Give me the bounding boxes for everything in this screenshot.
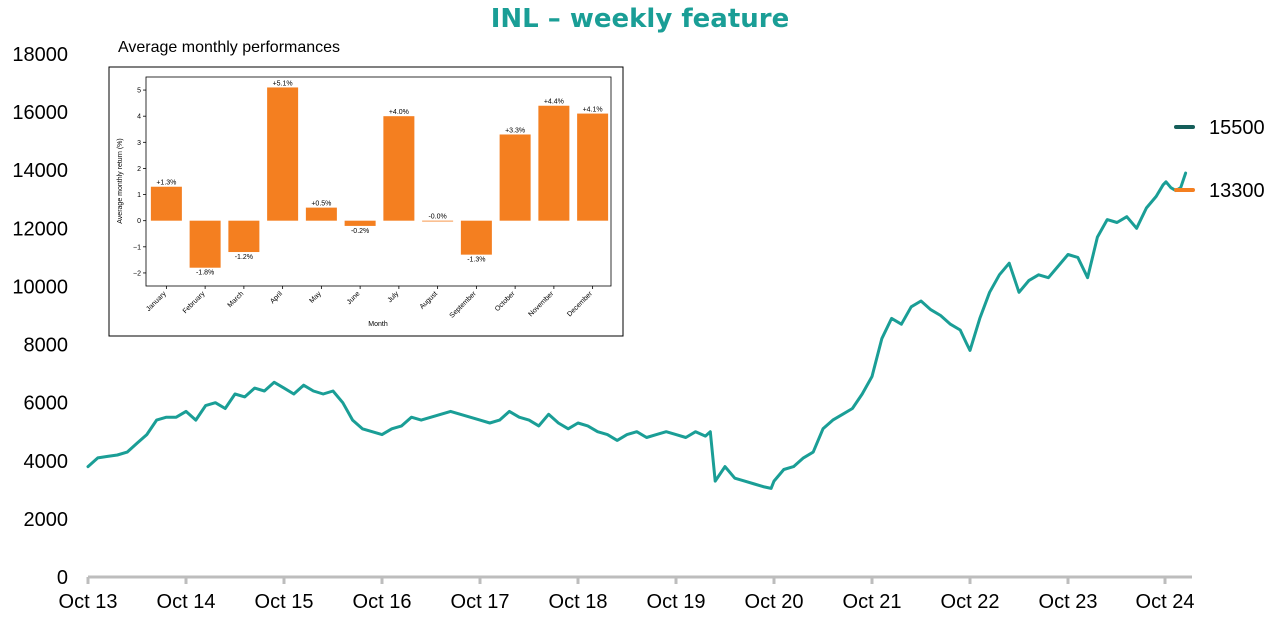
inset-bar-label: -1.8% <box>196 270 214 277</box>
price-line <box>86 171 1188 490</box>
inset-y-axis-label: Average monthly return (%) <box>117 138 124 223</box>
inset-bar <box>305 207 337 221</box>
inset-bar <box>267 87 299 221</box>
x-tick-label: Oct 22 <box>941 591 1000 613</box>
x-tick-label: Oct 17 <box>451 591 510 613</box>
inset-y-tick-label: 4 <box>137 114 141 121</box>
y-tick-label: 12000 <box>12 218 68 240</box>
x-tick-label: Oct 16 <box>353 591 412 613</box>
y-tick-label: 14000 <box>12 160 68 182</box>
inset-title: Average monthly performances <box>118 39 340 56</box>
inset-y-tick-label: 5 <box>137 88 141 95</box>
inset-bar-label: +4.1% <box>583 107 603 114</box>
inset-bar <box>228 220 260 253</box>
inset-bar <box>577 113 609 221</box>
chart-title: INL – weekly feature <box>491 4 789 34</box>
inset-chart: Average monthly performances −2−1012345 … <box>108 39 624 337</box>
inset-frame <box>108 66 624 337</box>
inset-y-tick-label: 3 <box>137 140 141 147</box>
inset-y-tick-label: 2 <box>137 166 141 173</box>
x-tick-label: Oct 19 <box>647 591 706 613</box>
inset-bar <box>422 220 454 222</box>
inset-bar-label: +4.0% <box>389 109 409 116</box>
inset-bar <box>383 116 415 221</box>
y-tick-label: 18000 <box>12 44 68 66</box>
line-series <box>86 171 1188 490</box>
inset-bar-label: +5.1% <box>273 80 293 87</box>
x-tick-label: Oct 20 <box>745 591 804 613</box>
inset-bar-label: -1.2% <box>235 254 253 261</box>
y-axis-ticks: 0 2000 4000 6000 8000 10000 12000 14000 16000 180… <box>12 44 68 589</box>
y-tick-label: 2000 <box>24 509 69 531</box>
x-tick-label: Oct 13 <box>59 591 118 613</box>
inset-plot-area <box>145 76 612 287</box>
inset-bar-label: +1.3% <box>156 180 176 187</box>
inset-bar-label: -0.0% <box>428 214 446 221</box>
x-tick-label: Oct 18 <box>549 591 608 613</box>
x-tick-label: Oct 14 <box>157 591 216 613</box>
inset-bars: +1.3% -1.8% -1.2% +5.1% +0.5% -0.2% +4.0% -0.0%… <box>150 80 609 277</box>
y-tick-label: 16000 <box>12 102 68 124</box>
inset-y-tick-label: −2 <box>133 270 141 277</box>
x-tick-label: Oct 24 <box>1136 591 1195 613</box>
inset-bar <box>538 105 570 221</box>
inset-bar <box>460 220 492 255</box>
inset-x-axis-label: Month <box>368 321 388 328</box>
inset-y-tick-label: 0 <box>137 218 141 225</box>
inset-bar-label: +0.5% <box>311 201 331 208</box>
y-tick-label: 6000 <box>24 393 69 415</box>
inset-bar-label: +3.3% <box>505 127 525 134</box>
inset-y-ticks: −2 −1 0 1 2 3 4 5 <box>133 88 146 277</box>
inset-bar <box>150 186 182 221</box>
x-axis: Oct 13 Oct 14 Oct 15 Oct 16 Oct 17 Oct 18 Oct … <box>59 575 1195 613</box>
inset-bar <box>189 220 221 268</box>
legend-label: 13300 <box>1209 180 1265 202</box>
x-tick-label: Oct 21 <box>843 591 902 613</box>
inset-bar-label: -1.3% <box>467 257 485 264</box>
inset-y-tick-label: −1 <box>133 244 141 251</box>
inset-bar <box>344 220 376 226</box>
x-tick-label: Oct 15 <box>255 591 314 613</box>
inset-bar <box>499 134 531 221</box>
inset-y-tick-label: 1 <box>137 192 141 199</box>
inset-bar-label: +4.4% <box>544 99 564 106</box>
inset-bar-label: -0.2% <box>351 228 369 235</box>
y-tick-label: 8000 <box>24 335 69 357</box>
legend: 15500 13300 <box>1174 117 1265 202</box>
legend-label: 15500 <box>1209 117 1265 139</box>
x-tick-label: Oct 23 <box>1039 591 1098 613</box>
y-tick-label: 4000 <box>24 451 69 473</box>
y-tick-label: 0 <box>57 567 68 589</box>
y-tick-label: 10000 <box>12 276 68 298</box>
